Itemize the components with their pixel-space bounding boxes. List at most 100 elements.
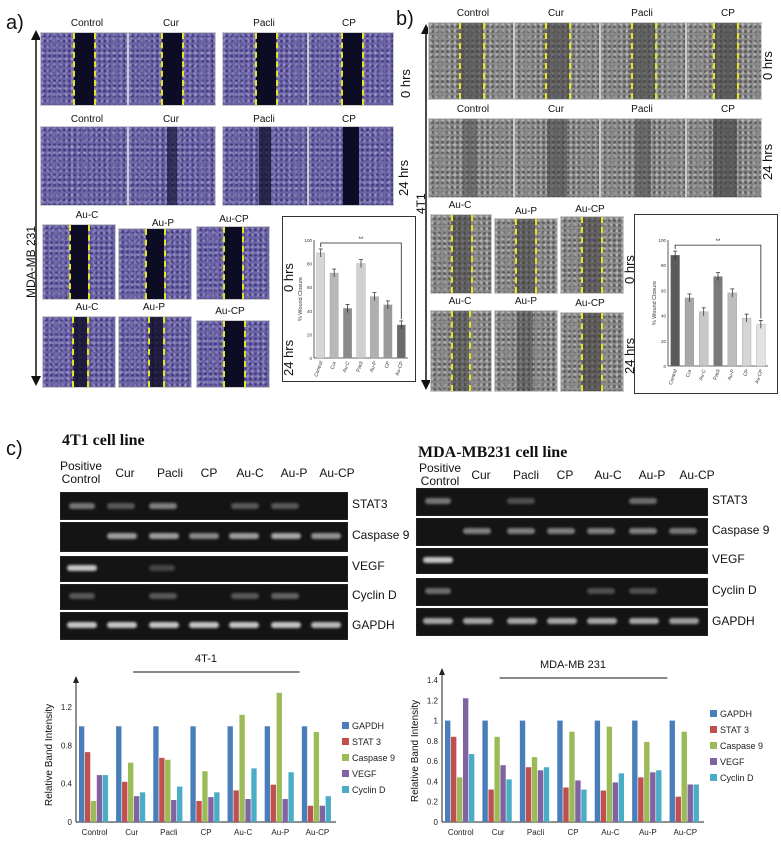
gel-left-lane-6: Au-CP bbox=[319, 466, 355, 480]
x-tick-label: Au-C bbox=[601, 828, 619, 837]
gel-left-lane-3: CP bbox=[200, 466, 218, 480]
x-tick-label: Au-C bbox=[234, 828, 252, 837]
b-label-cur-0: Cur bbox=[547, 8, 565, 19]
a-label-cp-0: CP bbox=[342, 18, 356, 29]
gel-right-lane-6: Au-CP bbox=[679, 468, 715, 482]
gel-right-gapdh bbox=[416, 608, 708, 636]
gel-right-stat3 bbox=[416, 488, 708, 516]
legend-swatch bbox=[342, 786, 349, 793]
gel-left-label-stat3: STAT3 bbox=[352, 497, 388, 511]
bar bbox=[343, 308, 352, 359]
bar bbox=[270, 784, 276, 822]
bar bbox=[307, 805, 314, 822]
gel-right-label-caspase9: Caspase 9 bbox=[712, 523, 770, 537]
b-micrograph-pacli-24h bbox=[600, 118, 686, 198]
b-micrograph-aucp-0h bbox=[560, 216, 624, 294]
bar bbox=[159, 757, 165, 822]
panel-a-arrow bbox=[31, 30, 41, 386]
bar bbox=[139, 792, 146, 822]
gel-left-label-caspase9: Caspase 9 bbox=[352, 528, 410, 542]
x-tick-label: Au-P bbox=[639, 828, 657, 837]
bar bbox=[233, 790, 239, 822]
bar bbox=[356, 263, 366, 359]
bar bbox=[133, 796, 140, 822]
significance-bracket bbox=[320, 242, 402, 319]
gel-left-title: 4T1 cell line bbox=[62, 432, 145, 449]
b-micrograph-pacli-0h bbox=[600, 22, 686, 100]
y-tick-label: 0 bbox=[663, 364, 666, 369]
a-micrograph-auc-0h bbox=[42, 224, 116, 300]
a-micrograph-aup-0h bbox=[118, 228, 192, 300]
bar bbox=[78, 726, 85, 822]
x-tick-label: Cur bbox=[125, 828, 138, 837]
a-label-pacli-24: Pacli bbox=[253, 114, 275, 125]
b-label-aup-24: Au-P bbox=[514, 296, 538, 307]
band-intensity-chart-mda: MDA-MB 231 0 0.2 0.4 0.6 0.8 1 1.2 1.4 Relative B… bbox=[410, 659, 763, 837]
bar bbox=[632, 720, 638, 822]
gel-right-lane-3: CP bbox=[556, 468, 574, 482]
x-tick-label: Au-P bbox=[369, 360, 379, 373]
a-label-aucp-0: Au-CP bbox=[219, 214, 249, 225]
gel-right-lane-0: Positive Control bbox=[418, 461, 462, 488]
x-tick-label: Au-C bbox=[342, 360, 352, 373]
a-micrograph-pacli-24h bbox=[222, 126, 308, 206]
a-time-24: 24 hrs bbox=[396, 159, 411, 196]
b-micrograph-auc-0h bbox=[430, 214, 492, 294]
y-tick-label: 0.4 bbox=[61, 780, 73, 789]
a-micrograph-control-24h bbox=[40, 126, 128, 206]
bar bbox=[456, 777, 463, 822]
bar bbox=[644, 741, 650, 822]
gel-right-lane-1: Cur bbox=[471, 468, 491, 482]
bar bbox=[684, 297, 695, 367]
x-tick-label: Au-CP bbox=[306, 828, 330, 837]
bar bbox=[519, 720, 526, 822]
b-micrograph-aucp-24h bbox=[560, 312, 624, 392]
bar bbox=[675, 796, 681, 822]
bar bbox=[669, 720, 675, 822]
bar bbox=[482, 720, 488, 822]
y-axis-label: Relative Band Intensity bbox=[410, 700, 421, 802]
y-tick-label: 60 bbox=[307, 285, 313, 290]
b-micrograph-aup-0h bbox=[494, 218, 558, 294]
gel-left-vegf bbox=[60, 556, 348, 582]
y-tick-label: 1.4 bbox=[427, 676, 439, 685]
bar bbox=[699, 311, 709, 367]
bar bbox=[202, 771, 208, 822]
bar bbox=[196, 800, 202, 822]
y-tick-label: 40 bbox=[307, 309, 313, 314]
x-tick-label: Control bbox=[668, 369, 679, 386]
significance-label: ** bbox=[359, 237, 364, 243]
bar bbox=[650, 772, 656, 822]
b-label-cp-0: CP bbox=[721, 8, 735, 19]
gel-right-lane-2: Pacli bbox=[512, 468, 539, 482]
b-label-control-24: Control bbox=[456, 104, 490, 115]
bar bbox=[557, 720, 563, 822]
a-micrograph-cp-24h bbox=[308, 126, 394, 206]
bar bbox=[494, 736, 500, 822]
bar bbox=[606, 726, 613, 822]
a-label-auc-0: Au-C bbox=[75, 210, 99, 221]
bar bbox=[638, 777, 644, 822]
y-tick-label: 100 bbox=[658, 238, 666, 243]
gel-right-label-vegf: VEGF bbox=[712, 552, 745, 566]
y-tick-label: 0.4 bbox=[427, 777, 439, 786]
panel-a-cell-line: MDA-MB 231 bbox=[24, 225, 38, 298]
bar bbox=[741, 317, 752, 367]
bar bbox=[581, 789, 587, 822]
x-tick-label: Cur bbox=[330, 360, 339, 370]
b-label-aucp-24: Au-CP bbox=[575, 298, 605, 309]
gel-right-label-cyclind: Cyclin D bbox=[712, 583, 757, 597]
x-tick-label: Pacli bbox=[713, 369, 722, 381]
bar bbox=[208, 797, 214, 822]
y-tick-label: 0.2 bbox=[427, 798, 439, 807]
a-label-pacli-0: Pacli bbox=[253, 18, 275, 29]
legend-swatch bbox=[342, 738, 349, 745]
y-tick-label: 0 bbox=[68, 818, 73, 827]
b-micrograph-control-0h bbox=[428, 22, 514, 100]
significance-label: ** bbox=[716, 239, 721, 245]
legend-swatch bbox=[710, 726, 717, 733]
panel-b-letter: b) bbox=[396, 8, 414, 30]
y-tick-label: 0.6 bbox=[427, 757, 439, 766]
legend-swatch bbox=[342, 722, 349, 729]
b-chart-side-0: 0 hrs bbox=[622, 255, 637, 284]
